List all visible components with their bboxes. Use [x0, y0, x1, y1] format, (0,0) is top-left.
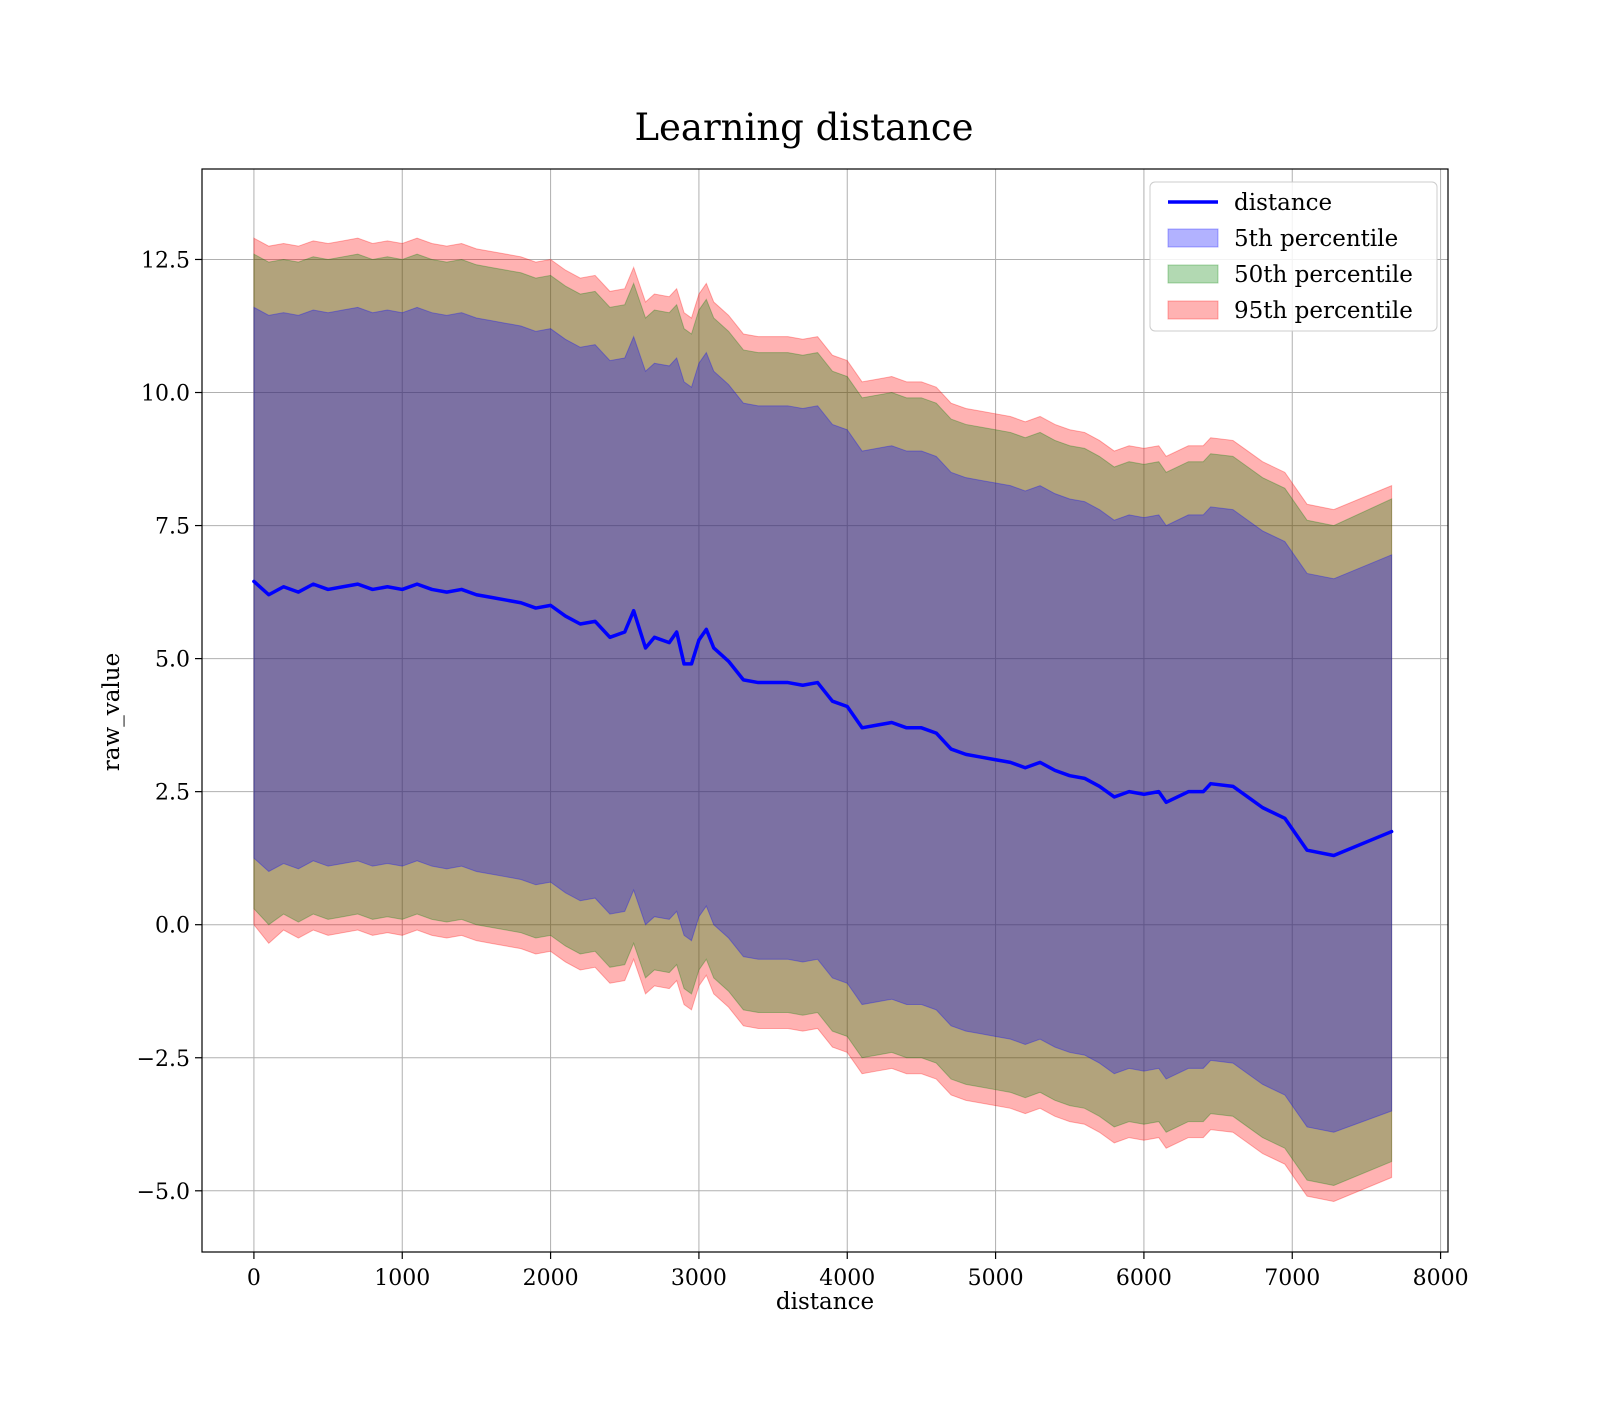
x-tick-label: 1000: [374, 1266, 430, 1291]
band-95th-percentile: [253, 237, 1393, 1202]
legend: distance 5th percentile 50th percentile 95t…: [1149, 181, 1438, 332]
percentile-bands: [253, 237, 1393, 1202]
x-tick-label: 8000: [1413, 1266, 1469, 1291]
y-tick-label: 12.5: [141, 248, 190, 273]
x-axis-label: distance: [776, 1289, 874, 1315]
x-tick-label: 6000: [1116, 1266, 1172, 1291]
y-tick-label: 10.0: [141, 382, 190, 407]
legend-swatch-95th-percentile: [1167, 300, 1219, 320]
x-tick-label: 7000: [1264, 1266, 1320, 1291]
x-tick-label: 5000: [968, 1266, 1024, 1291]
band-5th-percentile: [253, 306, 1393, 1133]
y-tick-label: −2.5: [137, 1047, 190, 1072]
x-tick-label: 4000: [819, 1266, 875, 1291]
y-tick-label: 7.5: [155, 515, 190, 540]
y-tick-label: 0.0: [155, 914, 190, 939]
legend-swatch-5th-percentile: [1167, 228, 1219, 248]
legend-label-50th-percentile: 50th percentile: [1234, 262, 1413, 288]
x-axis-ticks: 0 1000 2000 3000 4000 5000 6000 7000 8000: [247, 1252, 1469, 1291]
grid: [202, 169, 1448, 1252]
chart-title: Learning distance: [634, 106, 973, 149]
line-distance: [252, 579, 1394, 858]
y-axis-ticks: −5.0 −2.5 0.0 2.5 5.0 7.5 10.0 12.5: [137, 248, 202, 1205]
band-50th-percentile: [253, 253, 1393, 1187]
legend-swatch-50th-percentile: [1167, 264, 1219, 284]
x-tick-label: 0: [247, 1266, 261, 1291]
y-tick-label: 5.0: [155, 648, 190, 673]
legend-label-5th-percentile: 5th percentile: [1234, 226, 1398, 252]
y-tick-label: 2.5: [155, 781, 190, 806]
legend-label-distance: distance: [1234, 190, 1332, 216]
plot-frame: [201, 168, 1449, 1253]
x-tick-label: 2000: [523, 1266, 579, 1291]
legend-label-95th-percentile: 95th percentile: [1234, 298, 1413, 324]
legend-box: [1149, 181, 1438, 332]
y-tick-label: −5.0: [137, 1180, 190, 1205]
x-tick-label: 3000: [671, 1266, 727, 1291]
legend-items: distance 5th percentile 50th percentile 95t…: [1167, 190, 1413, 324]
distance-line-layer: [252, 579, 1394, 858]
y-axis-label: raw_value: [99, 653, 125, 771]
